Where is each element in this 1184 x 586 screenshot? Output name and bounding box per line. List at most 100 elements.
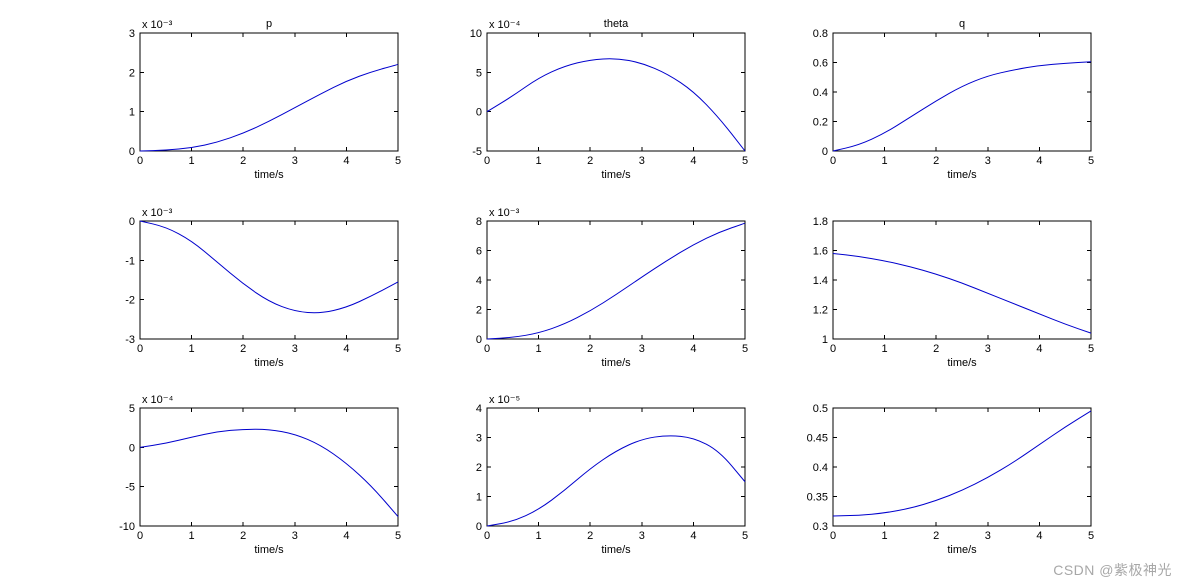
ytick-label: 0: [476, 521, 482, 533]
series-line: [833, 411, 1091, 516]
xtick-label: 5: [742, 343, 748, 355]
ytick-label: 0.35: [807, 492, 828, 504]
xtick-label: 5: [1088, 530, 1094, 542]
ytick-label: 1.8: [813, 216, 828, 228]
ytick-label: 1: [822, 334, 828, 346]
xtick-label: 4: [690, 530, 696, 542]
xtick-label: 0: [830, 343, 836, 355]
xtick-label: 5: [395, 530, 401, 542]
subplot-4: 012345-3-2-10x 10⁻³time/s: [100, 203, 407, 373]
series-line: [833, 253, 1091, 333]
ytick-label: 2: [476, 462, 482, 474]
ytick-label: 3: [129, 28, 135, 40]
xtick-label: 2: [240, 343, 246, 355]
ytick-label: -2: [125, 294, 135, 306]
ytick-label: -5: [125, 482, 135, 494]
xtick-label: 1: [535, 155, 541, 167]
xtick-label: 5: [1088, 343, 1094, 355]
xtick-label: 0: [484, 530, 490, 542]
ytick-label: 0.3: [813, 521, 828, 533]
ytick-label: 0: [129, 216, 135, 228]
y-exponent: x 10⁻³: [142, 19, 173, 31]
x-axis-label: time/s: [601, 169, 631, 181]
x-axis-label: time/s: [254, 169, 284, 181]
ytick-label: 0.4: [813, 462, 828, 474]
xtick-label: 3: [638, 343, 644, 355]
series-line: [140, 221, 398, 313]
xtick-label: 0: [484, 343, 490, 355]
x-axis-label: time/s: [948, 544, 978, 556]
ytick-label: 1.2: [813, 304, 828, 316]
xtick-label: 4: [343, 343, 349, 355]
series-line: [140, 430, 398, 517]
xtick-label: 3: [292, 155, 298, 167]
ytick-label: 1.4: [813, 275, 828, 287]
subplot-8: 01234501234x 10⁻⁵time/s: [447, 390, 754, 560]
xtick-label: 1: [189, 530, 195, 542]
x-axis-label: time/s: [948, 357, 978, 369]
series-line: [833, 62, 1091, 151]
xtick-label: 0: [830, 155, 836, 167]
x-axis-label: time/s: [254, 357, 284, 369]
xtick-label: 3: [292, 530, 298, 542]
ytick-label: -10: [119, 521, 135, 533]
ytick-label: 1: [129, 107, 135, 119]
ytick-label: 0: [129, 146, 135, 158]
y-exponent: x 10⁻⁴: [142, 394, 174, 406]
ytick-label: 4: [476, 403, 482, 415]
ytick-label: 0: [129, 443, 135, 455]
xtick-label: 5: [742, 155, 748, 167]
x-axis-label: time/s: [254, 544, 284, 556]
ytick-label: -5: [472, 146, 482, 158]
xtick-label: 4: [343, 155, 349, 167]
xtick-label: 5: [1088, 155, 1094, 167]
ytick-label: 2: [129, 67, 135, 79]
ytick-label: 1: [476, 492, 482, 504]
xtick-label: 4: [690, 343, 696, 355]
subplot-7: 012345-10-505x 10⁻⁴time/s: [100, 390, 407, 560]
xtick-label: 1: [535, 530, 541, 542]
y-exponent: x 10⁻⁴: [489, 19, 521, 31]
xtick-label: 1: [189, 155, 195, 167]
subplot-title: q: [959, 18, 965, 30]
x-axis-label: time/s: [948, 169, 978, 181]
xtick-label: 2: [240, 530, 246, 542]
ytick-label: 8: [476, 216, 482, 228]
subplot-5: 01234502468x 10⁻³time/s: [447, 203, 754, 373]
watermark: CSDN @紫极神光: [1053, 560, 1172, 580]
xtick-label: 2: [240, 155, 246, 167]
xtick-label: 1: [535, 343, 541, 355]
xtick-label: 1: [882, 530, 888, 542]
x-axis-label: time/s: [601, 544, 631, 556]
ytick-label: 0.4: [813, 87, 828, 99]
xtick-label: 3: [638, 530, 644, 542]
ytick-label: -3: [125, 334, 135, 346]
subplot-3: 01234500.20.40.60.8qtime/s: [793, 15, 1100, 185]
ytick-label: 2: [476, 304, 482, 316]
series-line: [140, 64, 398, 151]
figure-grid: 0123450123px 10⁻³time/s012345-50510theta…: [100, 15, 1100, 560]
y-exponent: x 10⁻⁵: [489, 394, 520, 406]
subplot-title: p: [266, 18, 272, 30]
xtick-label: 0: [830, 530, 836, 542]
xtick-label: 1: [189, 343, 195, 355]
ytick-label: 4: [476, 275, 482, 287]
xtick-label: 3: [292, 343, 298, 355]
ytick-label: 0.2: [813, 117, 828, 129]
ytick-label: 0.6: [813, 58, 828, 70]
ytick-label: 5: [476, 67, 482, 79]
series-line: [487, 59, 745, 151]
xtick-label: 5: [742, 530, 748, 542]
y-exponent: x 10⁻³: [142, 207, 173, 219]
xtick-label: 2: [587, 530, 593, 542]
xtick-label: 2: [587, 343, 593, 355]
xtick-label: 3: [638, 155, 644, 167]
xtick-label: 5: [395, 343, 401, 355]
xtick-label: 2: [587, 155, 593, 167]
ytick-label: 0.8: [813, 28, 828, 40]
subplot-2: 012345-50510thetax 10⁻⁴time/s: [447, 15, 754, 185]
xtick-label: 0: [137, 343, 143, 355]
xtick-label: 0: [137, 530, 143, 542]
xtick-label: 1: [882, 343, 888, 355]
subplot-1: 0123450123px 10⁻³time/s: [100, 15, 407, 185]
